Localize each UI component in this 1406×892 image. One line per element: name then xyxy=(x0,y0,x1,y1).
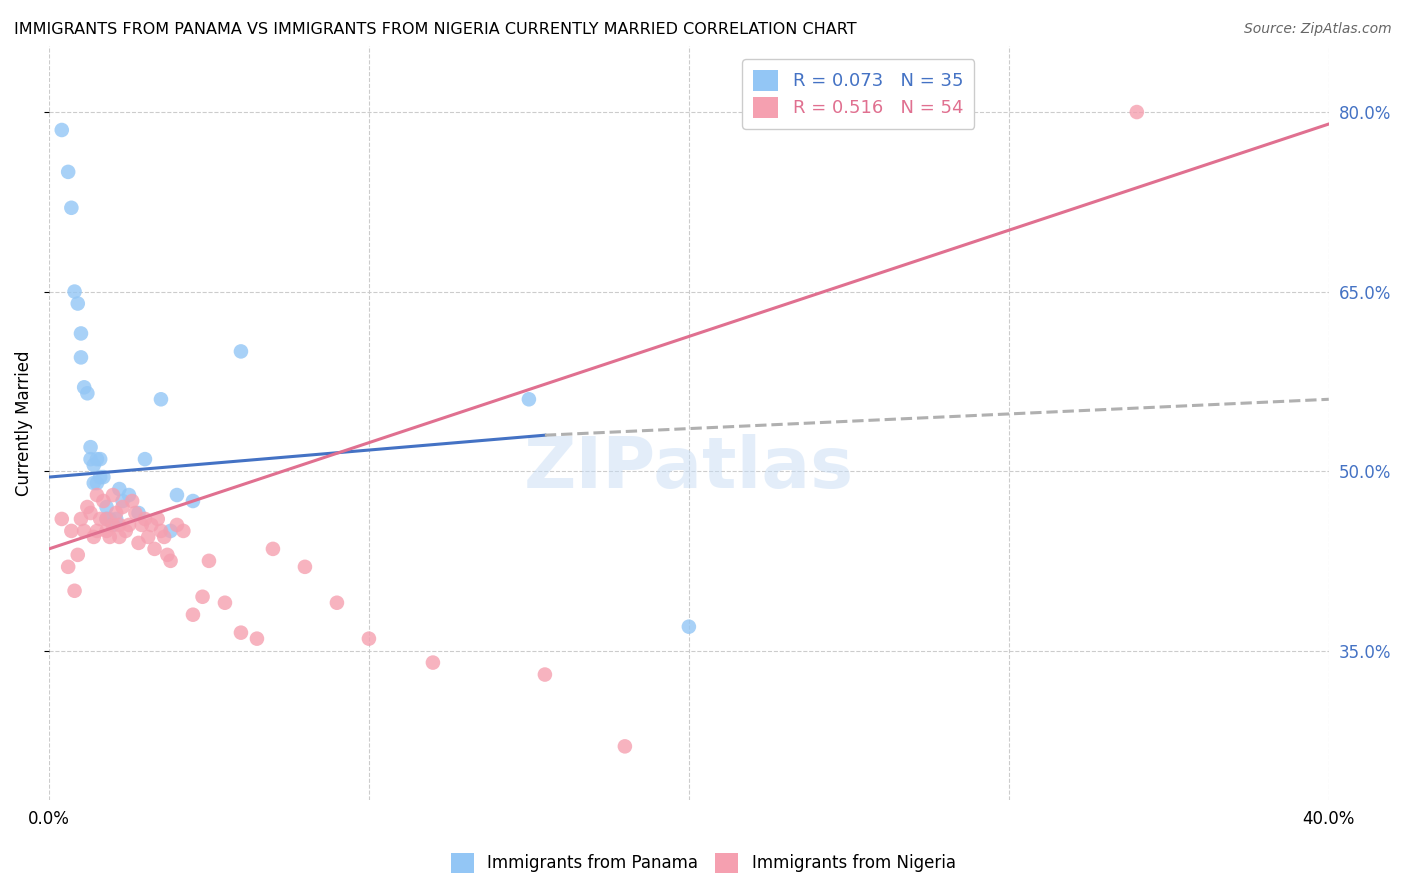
Point xyxy=(63,285,86,299)
Point xyxy=(1126,105,1149,120)
Text: Source: ZipAtlas.com: Source: ZipAtlas.com xyxy=(1244,22,1392,37)
Point xyxy=(134,512,156,526)
Point xyxy=(121,494,143,508)
Point xyxy=(128,536,150,550)
Point xyxy=(131,518,153,533)
Point xyxy=(613,739,636,754)
Point xyxy=(86,524,108,538)
Point xyxy=(136,530,159,544)
Point xyxy=(118,518,141,533)
Point xyxy=(153,530,176,544)
Point xyxy=(66,296,89,310)
Point xyxy=(86,476,108,491)
Point xyxy=(76,386,98,401)
Point xyxy=(198,554,221,568)
Point xyxy=(93,470,115,484)
Point xyxy=(60,524,83,538)
Point xyxy=(70,512,93,526)
Point xyxy=(70,351,93,365)
Point xyxy=(70,326,93,341)
Point xyxy=(101,518,124,533)
Point xyxy=(114,524,136,538)
Point xyxy=(166,518,188,533)
Text: ZIPatlas: ZIPatlas xyxy=(524,434,853,503)
Point xyxy=(83,530,105,544)
Point xyxy=(678,620,700,634)
Point xyxy=(214,596,236,610)
Point xyxy=(517,392,540,407)
Y-axis label: Currently Married: Currently Married xyxy=(15,351,32,496)
Point xyxy=(159,554,181,568)
Point xyxy=(246,632,269,646)
Point xyxy=(73,524,96,538)
Point xyxy=(98,512,121,526)
Point xyxy=(181,607,204,622)
Point xyxy=(181,494,204,508)
Point xyxy=(89,452,111,467)
Point xyxy=(96,524,118,538)
Point xyxy=(83,476,105,491)
Point xyxy=(66,548,89,562)
Point xyxy=(166,488,188,502)
Point xyxy=(56,559,79,574)
Point xyxy=(229,625,252,640)
Point xyxy=(118,488,141,502)
Point xyxy=(108,518,131,533)
Point xyxy=(156,548,179,562)
Point xyxy=(105,506,128,520)
Point xyxy=(60,201,83,215)
Point xyxy=(96,500,118,514)
Point xyxy=(294,559,316,574)
Point xyxy=(96,512,118,526)
Point xyxy=(63,583,86,598)
Point xyxy=(191,590,214,604)
Point xyxy=(134,452,156,467)
Point xyxy=(93,494,115,508)
Point xyxy=(105,512,128,526)
Point xyxy=(146,512,169,526)
Point xyxy=(83,458,105,472)
Point xyxy=(357,632,380,646)
Point xyxy=(98,530,121,544)
Point xyxy=(89,470,111,484)
Point xyxy=(141,518,163,533)
Point xyxy=(79,452,101,467)
Point xyxy=(149,392,172,407)
Point xyxy=(262,541,284,556)
Point xyxy=(172,524,194,538)
Point xyxy=(51,512,73,526)
Point xyxy=(128,506,150,520)
Point xyxy=(229,344,252,359)
Point xyxy=(111,500,134,514)
Point xyxy=(89,512,111,526)
Legend: Immigrants from Panama, Immigrants from Nigeria: Immigrants from Panama, Immigrants from … xyxy=(444,847,962,880)
Point xyxy=(79,506,101,520)
Point xyxy=(86,452,108,467)
Point xyxy=(326,596,349,610)
Text: IMMIGRANTS FROM PANAMA VS IMMIGRANTS FROM NIGERIA CURRENTLY MARRIED CORRELATION : IMMIGRANTS FROM PANAMA VS IMMIGRANTS FRO… xyxy=(14,22,856,37)
Point xyxy=(108,530,131,544)
Point xyxy=(51,123,73,137)
Point xyxy=(111,494,134,508)
Point xyxy=(149,524,172,538)
Point xyxy=(96,512,118,526)
Point xyxy=(86,488,108,502)
Point xyxy=(143,541,166,556)
Point xyxy=(108,482,131,496)
Point xyxy=(101,488,124,502)
Point xyxy=(422,656,444,670)
Point xyxy=(76,500,98,514)
Point xyxy=(79,440,101,454)
Point xyxy=(159,524,181,538)
Legend: R = 0.073   N = 35, R = 0.516   N = 54: R = 0.073 N = 35, R = 0.516 N = 54 xyxy=(742,59,974,128)
Point xyxy=(534,667,557,681)
Point xyxy=(101,518,124,533)
Point xyxy=(73,380,96,394)
Point xyxy=(124,506,146,520)
Point xyxy=(56,165,79,179)
